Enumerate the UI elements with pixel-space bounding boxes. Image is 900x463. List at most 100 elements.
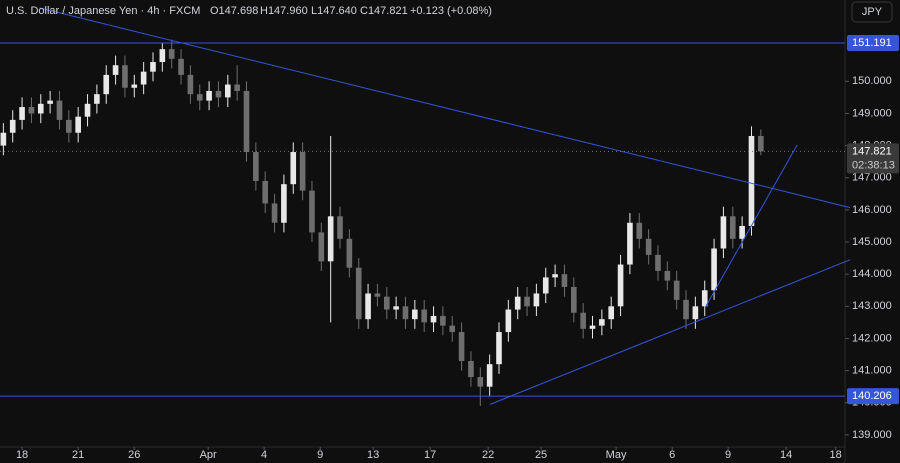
candle-body	[215, 90, 222, 98]
candle-body	[253, 152, 259, 181]
candle-body	[683, 299, 689, 320]
candle-body	[412, 309, 418, 320]
candle-body	[645, 238, 652, 255]
candle-body	[524, 296, 530, 307]
candle-body	[103, 74, 110, 95]
candle-body	[430, 315, 437, 323]
candle-body	[318, 232, 325, 262]
candle-body	[56, 100, 63, 120]
ohlc-low: L147.640	[311, 5, 357, 17]
candle-body	[486, 364, 493, 387]
candle-body	[589, 325, 596, 329]
price-label-box	[847, 388, 899, 405]
overlay: U.S. Dollar / Japanese Yen · 4h · FXCM O…	[6, 1, 893, 23]
candle-body	[290, 152, 297, 185]
y-tick-label: 143.000	[852, 300, 892, 312]
candle-body	[673, 280, 680, 300]
candle-body	[374, 293, 381, 297]
candle-body	[37, 103, 44, 114]
candle-body	[355, 267, 362, 320]
trendline	[490, 259, 851, 405]
candle-body	[327, 216, 334, 262]
symbol-title: U.S. Dollar / Japanese Yen · 4h · FXCM	[6, 5, 200, 17]
candle-body	[299, 152, 306, 191]
candle-body	[402, 306, 409, 320]
candle-body	[365, 293, 371, 320]
candle-body	[196, 94, 203, 101]
candle-body	[9, 119, 16, 133]
y-tick-label: 145.000	[852, 236, 892, 248]
currency-button[interactable]	[851, 1, 893, 23]
x-tick-label: 21	[72, 449, 84, 461]
y-tick-label: 150.000	[852, 75, 892, 87]
last-price-label: 147.821	[852, 145, 892, 157]
x-tick-label: 25	[535, 449, 547, 461]
x-tick-label: 6	[669, 449, 675, 461]
candle-body	[131, 84, 138, 88]
candle-body	[75, 116, 81, 133]
candle-body	[159, 49, 166, 63]
candle-body	[224, 84, 231, 98]
candle-body	[571, 287, 577, 313]
candle-body	[112, 65, 119, 75]
candle-body	[748, 135, 755, 226]
currency-label[interactable]: JPY	[862, 6, 883, 18]
y-tick-label: 139.000	[852, 429, 892, 441]
candle-body	[739, 225, 745, 239]
x-tick-label: 4	[261, 449, 267, 461]
candle-body	[243, 90, 250, 153]
price-label: 151.191	[852, 37, 892, 49]
candle-body	[28, 107, 35, 114]
candle-body	[468, 360, 474, 378]
candle-body	[271, 203, 278, 223]
plot-area: 139.000140.000141.000142.000143.000144.0…	[0, 7, 899, 461]
candle-body	[449, 325, 456, 333]
x-tick-label: 14	[780, 449, 792, 461]
candle-body	[617, 264, 624, 307]
candle-body	[627, 222, 633, 265]
candle-body	[168, 49, 175, 59]
x-tick-label: 13	[367, 449, 379, 461]
candle-body	[122, 65, 128, 88]
y-tick-label: 147.000	[852, 172, 892, 184]
x-tick-label: 18	[16, 449, 28, 461]
candle-body	[552, 274, 558, 278]
candle-body	[19, 107, 25, 120]
x-tick-label: 18	[830, 449, 842, 461]
price-label: 140.206	[852, 390, 892, 402]
trendline	[39, 7, 851, 209]
candle-body	[187, 74, 194, 95]
candle-body	[608, 306, 615, 320]
candle-body	[393, 306, 399, 310]
candle-body	[533, 293, 540, 307]
candle-body	[599, 319, 605, 326]
candle-body	[701, 290, 708, 307]
price-label-box	[847, 35, 899, 52]
candle-body	[758, 135, 764, 152]
x-tick-label: 17	[424, 449, 436, 461]
countdown-label: 02:38:13	[852, 159, 895, 171]
candle-body	[692, 306, 699, 320]
candle-body	[477, 377, 484, 387]
ohlc-high: H147.960	[260, 5, 308, 17]
candle-body	[729, 216, 736, 239]
candle-body	[0, 132, 7, 146]
candle-body	[542, 277, 549, 294]
candle-body	[178, 58, 184, 75]
candle-body	[655, 254, 661, 271]
y-tick-label: 149.000	[852, 107, 892, 119]
last-price-box	[847, 143, 899, 174]
candle-body	[84, 103, 91, 117]
ohlc-open: O147.698	[210, 5, 258, 17]
candle-body	[720, 216, 727, 249]
y-tick-label: 144.000	[852, 268, 892, 280]
price-change: +0.123 (+0.08%)	[410, 5, 492, 17]
x-tick-label: May	[606, 449, 627, 461]
candle-body	[458, 332, 465, 361]
candle-body	[505, 309, 512, 333]
candle-body	[47, 100, 53, 104]
y-tick-label: 146.000	[852, 204, 892, 216]
candle-body	[150, 62, 156, 72]
ohlc-close: C147.821	[360, 5, 408, 17]
